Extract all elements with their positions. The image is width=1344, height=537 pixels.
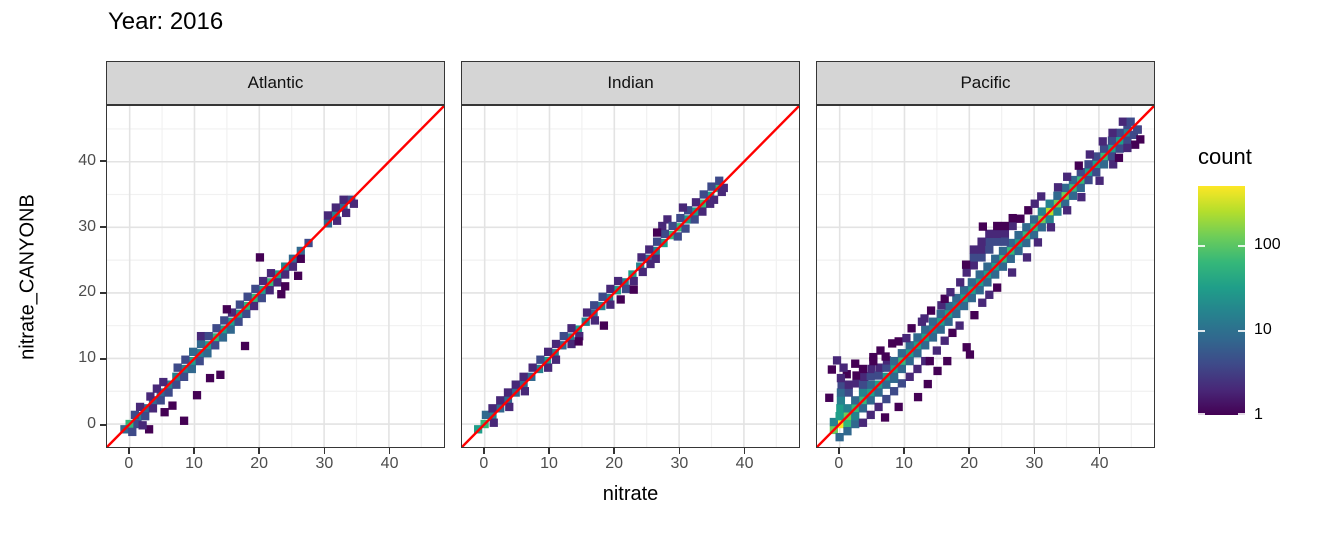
x-tick-mark <box>743 448 746 454</box>
y-tick-label: 0 <box>87 415 96 433</box>
panel-atlantic <box>106 105 445 448</box>
panel-indian <box>461 105 800 448</box>
x-tick-mark <box>613 448 615 454</box>
panel-plot-pacific <box>817 106 1154 447</box>
x-tick-label: 10 <box>540 455 558 472</box>
y-tick-label: 20 <box>78 283 96 301</box>
legend-colorbar <box>1198 186 1245 415</box>
facet-atlantic: Atlantic 0 10 20 30 40 <box>106 61 445 472</box>
y-tick-label: 40 <box>78 151 96 169</box>
x-tick-label: 30 <box>670 455 689 472</box>
x-tick-label: 40 <box>380 455 399 472</box>
legend-tick-label: 1 <box>1254 406 1263 423</box>
plot-title: Year: 2016 <box>108 8 224 35</box>
y-tick-mark <box>100 424 106 426</box>
legend-tick-mark <box>1238 412 1245 415</box>
y-tick-mark <box>100 160 106 162</box>
x-tick-label: 30 <box>315 455 334 472</box>
legend-tick-mark <box>1198 412 1205 415</box>
x-tick-mark <box>1098 448 1101 454</box>
x-tick-label: 40 <box>735 455 754 472</box>
y-tick-mark <box>100 292 106 294</box>
y-axis-title: nitrate_CANYONB <box>16 194 39 360</box>
x-tick-mark <box>483 448 485 454</box>
x-tick-label: 0 <box>479 455 489 472</box>
facet-strip-pacific: Pacific <box>816 61 1155 105</box>
facet-pacific: Pacific 0 10 20 30 40 <box>816 61 1155 472</box>
panel-plot-atlantic <box>107 106 444 447</box>
facet-indian: Indian 0 10 20 30 40 <box>461 61 800 472</box>
facet-strip-atlantic: Atlantic <box>106 61 445 105</box>
x-tick-label: 0 <box>124 455 134 472</box>
x-tick-label: 10 <box>895 455 913 472</box>
legend-tick-label: 10 <box>1254 321 1272 339</box>
y-tick-mark <box>100 358 106 360</box>
x-tick-label: 30 <box>1025 455 1044 472</box>
x-tick-mark <box>548 448 550 454</box>
x-tick-mark <box>193 448 195 454</box>
legend-tick-mark <box>1198 330 1205 333</box>
x-tick-mark <box>968 448 970 454</box>
y-tick-mark <box>100 226 106 228</box>
legend-tick-mark <box>1198 245 1205 248</box>
legend-tick-mark <box>1238 330 1245 333</box>
x-tick-mark <box>903 448 905 454</box>
x-tick-mark <box>388 448 391 454</box>
legend-tick-label: 100 <box>1254 236 1281 254</box>
panel-pacific <box>816 105 1155 448</box>
y-tick-label: 10 <box>78 349 96 367</box>
y-tick-label: 30 <box>78 217 96 235</box>
x-tick-mark <box>838 448 840 454</box>
x-tick-label: 0 <box>834 455 844 472</box>
facet-strip-indian: Indian <box>461 61 800 105</box>
x-tick-mark <box>258 448 260 454</box>
x-tick-label: 20 <box>960 455 979 472</box>
panel-plot-indian <box>462 106 799 447</box>
x-tick-mark <box>678 448 681 454</box>
legend-title: count <box>1198 144 1252 169</box>
x-tick-label: 10 <box>185 455 203 472</box>
x-tick-mark <box>1033 448 1036 454</box>
x-tick-label: 40 <box>1090 455 1109 472</box>
x-axis-title: nitrate <box>602 483 659 505</box>
x-tick-mark <box>128 448 130 454</box>
legend-tick-mark <box>1238 245 1245 248</box>
x-tick-mark <box>323 448 326 454</box>
x-tick-label: 20 <box>250 455 269 472</box>
x-tick-label: 20 <box>605 455 624 472</box>
